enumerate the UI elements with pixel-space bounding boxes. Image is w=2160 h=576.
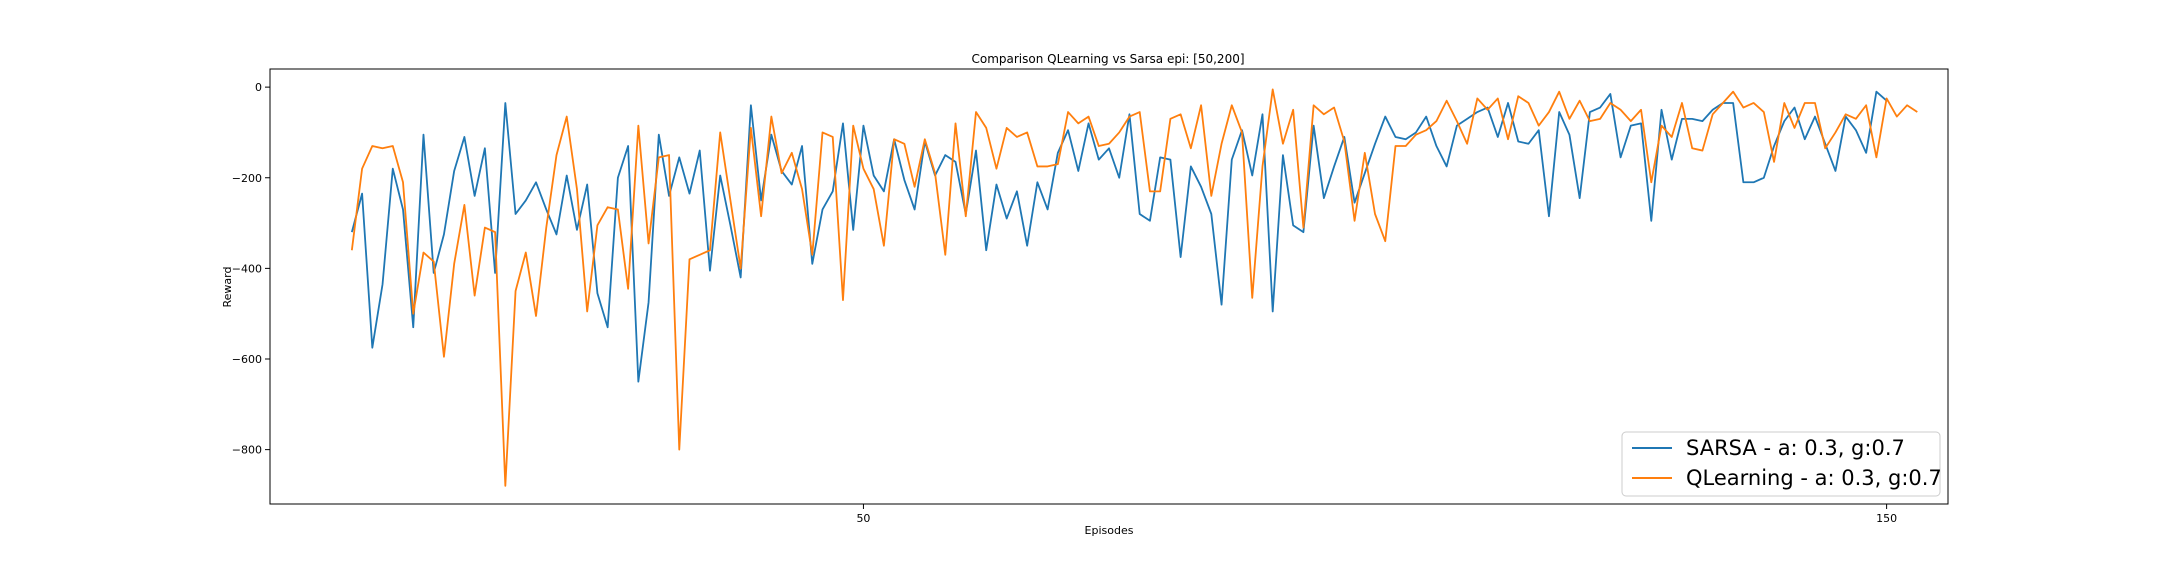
y-tick-label: 0 (255, 81, 262, 94)
series-line-1 (350, 88, 1918, 487)
y-axis-title: Reward (221, 267, 234, 308)
x-tick-label: 150 (1876, 512, 1897, 525)
series-line-0 (350, 90, 1888, 383)
y-tick-label: −400 (232, 262, 262, 275)
y-tick-label: −800 (232, 444, 262, 457)
legend-label-sarsa: SARSA - a: 0.3, g:0.7 (1686, 436, 1905, 460)
x-axis-ticks: 50 150 (856, 504, 1897, 525)
x-axis-title: Episodes (1085, 524, 1134, 537)
plot-frame (269, 68, 1949, 505)
legend-box (1621, 431, 1941, 497)
y-tick-label: −600 (232, 353, 262, 366)
y-axis-ticks: 0 −200 −400 −600 −800 (232, 81, 270, 457)
chart-title: Comparison QLearning vs Sarsa epi: [50,2… (971, 52, 1244, 66)
legend: SARSA - a: 0.3, g:0.7 QLearning - a: 0.3… (1621, 431, 1942, 497)
x-tick-label: 50 (856, 512, 870, 525)
series-layer (350, 88, 1918, 487)
legend-label-qlearning: QLearning - a: 0.3, g:0.7 (1686, 466, 1942, 490)
y-tick-label: −200 (232, 172, 262, 185)
